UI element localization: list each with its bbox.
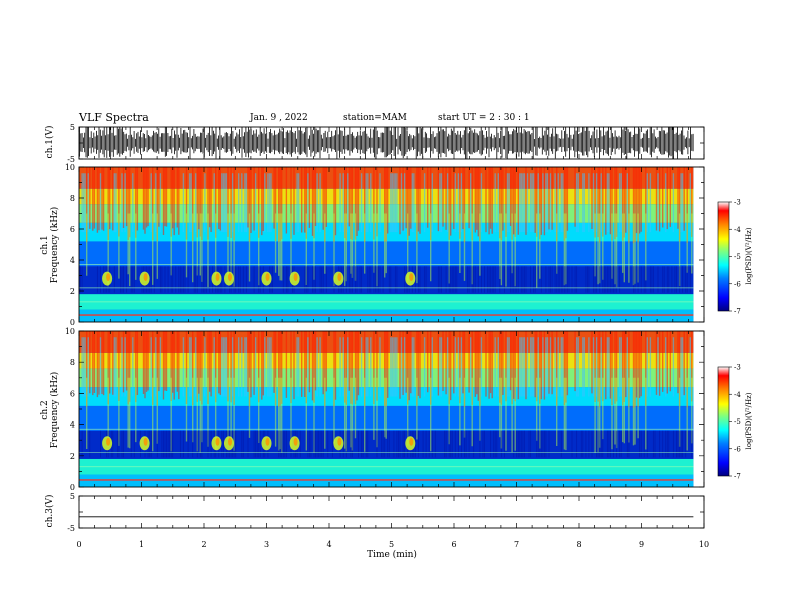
ytick-label-waveform_ch3-0: 5 [70,492,75,501]
xticks-spectrogram_ch1 [78,167,705,322]
spectrogram-ch1-burst-core-4 [265,273,270,282]
spectrogram-ch1-burst-core-2 [215,273,220,282]
ylabel-ch2-freq: Frequency (kHz) [49,372,60,449]
date-label: Jan. 9 , 2022 [250,113,308,123]
xticks-waveform_ch1 [78,127,705,159]
xtick-label-8: 8 [576,540,581,549]
waveform-ch1-trace [79,127,694,159]
spectrogram-ch1-burst-core-3 [228,273,232,282]
start-time-label: start UT = 2 : 30 : 1 [438,113,530,123]
ytick-label-spectrogram_ch1-1: 2 [70,287,75,296]
ylabel-ch3-wave: ch.3(V) [44,495,55,528]
ytick-label-waveform_ch1-0: 5 [70,123,75,132]
ytick-label-spectrogram_ch1-5: 10 [65,163,75,172]
colorbar-ch2-tick-label-2: -5 [734,418,741,426]
yticks-spectrogram_ch1 [79,166,704,323]
spectrogram-ch2-burst-core-1 [143,437,148,446]
ytick-label-spectrogram_ch2-3: 6 [70,389,75,398]
spectrogram-ch1-burst-core-1 [143,273,148,282]
ytick-label-waveform_ch1-1: -5 [67,155,75,164]
spectrogram-ch1-burst-core-5 [293,273,298,282]
xticks-spectrogram_ch2 [78,331,705,487]
ytick-label-spectrogram_ch1-4: 8 [70,194,75,203]
colorbar-ch2: -3 -4 -5 -6 -7 log(PSD)(V²/Hz) [717,364,753,481]
spectrogram-ch2-burst-core-6 [337,437,342,446]
ytick-label-spectrogram_ch2-1: 2 [70,452,75,461]
spectrogram-ch2 [78,331,694,487]
xtick-label-0: 0 [76,540,81,549]
spectrogram-ch2-burst-core-7 [409,437,414,446]
colorbar-ch1: -3 -4 -5 -6 -7 log(PSD)(V²/Hz) [717,199,753,316]
xtick-label-1: 1 [139,540,144,549]
spectrogram-ch2-sferics-high [86,331,693,408]
spectrogram-ch2-sferics-dark [81,337,691,397]
waveform-ch1 [79,127,694,159]
yticks-waveform_ch3 [79,495,704,529]
xtick-label-4: 4 [326,540,331,549]
colorbar-ch2-tick-label-0: -3 [734,364,741,372]
ytick-label-spectrogram_ch1-3: 6 [70,225,75,234]
spectrogram-ch2-burst-core-2 [215,437,220,446]
colorbar-ch2-tick-label-4: -7 [734,473,741,481]
ytick-label-spectrogram_ch2-4: 8 [70,358,75,367]
ylabel-ch1-wave: ch.1(V) [44,126,55,159]
colorbar-ch1-tick-label-4: -7 [734,308,741,316]
spectrogram-ch2-burst-core-3 [228,437,232,446]
ytick-label-spectrogram_ch1-0: 0 [70,318,75,327]
ytick-label-spectrogram_ch2-0: 0 [70,483,75,492]
colorbar-ch1-label: log(PSD)(V²/Hz) [745,227,753,284]
spectrogram-ch2-burst-core-5 [293,437,298,446]
colorbar-ch1-tick-label-0: -3 [734,199,741,207]
spectrogram-ch1-burst-core-7 [409,273,414,282]
ylabel-ch1-channel: ch.1 [40,235,50,254]
spectrogram-ch1-burst-core-0 [106,273,111,282]
spectrogram-ch1-sferics-dark [81,173,691,233]
chart-title: VLF Spectra [79,111,149,124]
ytick-label-waveform_ch3-1: -5 [67,524,75,533]
spectrogram-ch1-sferics-high [86,167,693,244]
colorbar-ch1-gradient [717,201,730,312]
spectrogram-ch1-sferics-mid [86,213,693,288]
xlabel: Time (min) [367,549,417,560]
xtick-label-3: 3 [264,540,269,549]
xtick-label-6: 6 [451,540,456,549]
colorbar-ch1-tick-label-1: -4 [734,226,741,234]
colorbar-ch2-tick-label-1: -4 [734,391,741,399]
ylabel-ch2-channel: ch.2 [40,400,50,419]
colorbar-ch1-tick-label-3: -6 [734,280,741,288]
station-label: station=MAM [343,113,407,123]
spectrogram-ch2-burst-core-0 [106,437,111,446]
ytick-label-spectrogram_ch2-2: 4 [70,421,75,430]
yticks-waveform_ch1 [79,126,704,160]
xtick-label-2: 2 [201,540,206,549]
ytick-label-spectrogram_ch2-5: 10 [65,327,75,336]
spectrogram-ch2-sferics-mid [86,377,693,453]
spectrogram-ch2-burst-core-4 [265,437,270,446]
xtick-label-7: 7 [514,540,519,549]
yticks-spectrogram_ch2 [79,330,704,488]
xtick-label-10: 10 [699,540,709,549]
spectrogram-ch1-burst-core-6 [337,273,342,282]
colorbar-ch2-label: log(PSD)(V²/Hz) [745,392,753,449]
colorbar-ch2-tick-label-3: -6 [734,445,741,453]
xtick-label-5: 5 [389,540,394,549]
ylabel-ch1-freq: Frequency (kHz) [49,207,60,284]
spectrogram-ch1 [78,167,694,322]
xtick-label-9: 9 [639,540,644,549]
ytick-label-spectrogram_ch1-2: 4 [70,256,75,265]
xticks-waveform_ch3 [78,496,705,528]
colorbar-ch2-gradient [717,366,730,477]
colorbar-ch1-tick-label-2: -5 [734,253,741,261]
